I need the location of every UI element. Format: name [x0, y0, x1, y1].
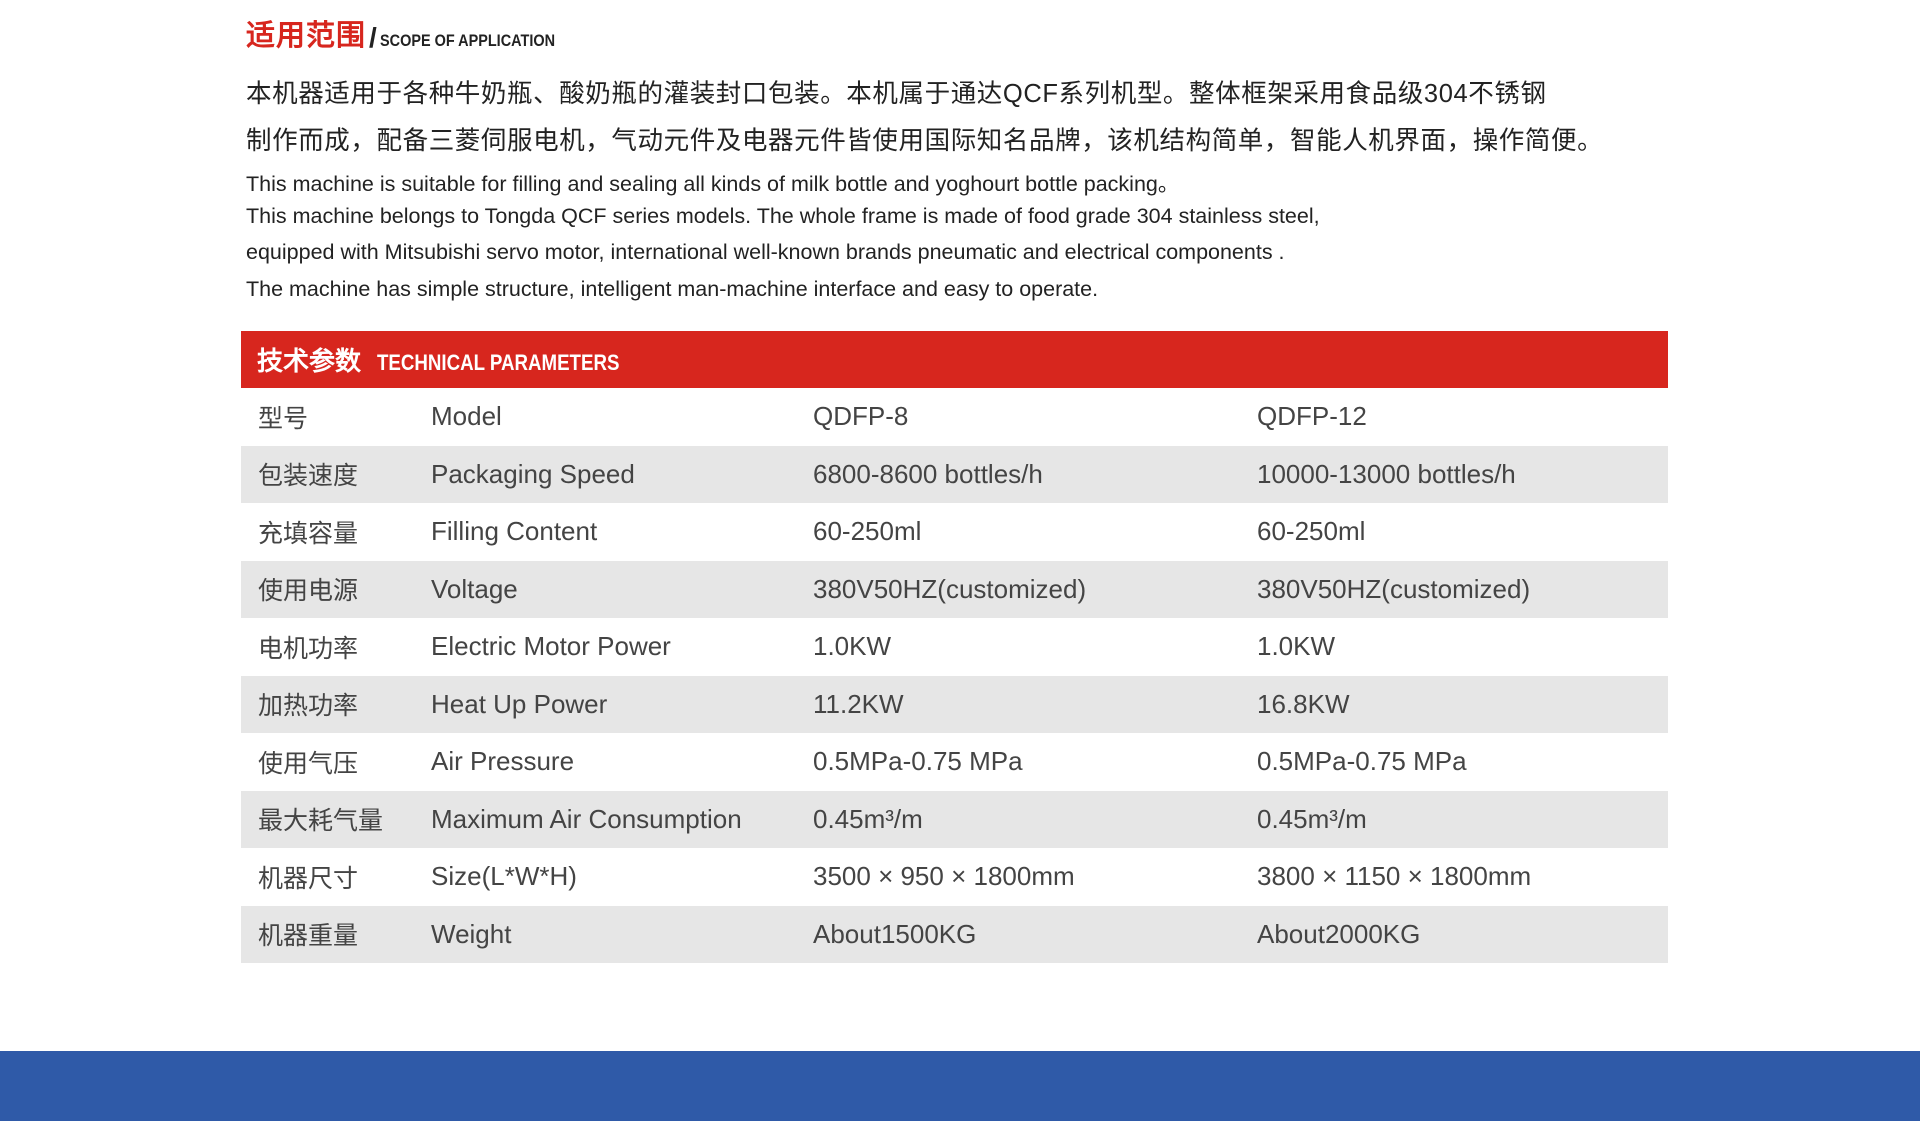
param-name-cn: 机器重量: [258, 922, 359, 951]
param-name-en: Packaging Speed: [431, 458, 635, 489]
value-qdfp12: QDFP-12: [1257, 401, 1367, 432]
value-qdfp8: 11.2KW: [813, 688, 904, 719]
value-qdfp12: 0.5MPa-0.75 MPa: [1257, 746, 1467, 777]
param-name-en: Filling Content: [431, 516, 598, 547]
params-header: 技术参数 TECHNICAL PARAMETERS: [241, 331, 1668, 388]
value-qdfp12: 0.45m³/m: [1257, 803, 1367, 834]
params-table: 型号 Model QDFP-8 QDFP-12 包装速度 Packaging Speed 6…: [241, 388, 1668, 963]
scope-title-cn: 适用范围: [246, 20, 367, 52]
param-name-en: Weight: [431, 918, 512, 949]
param-name-cn: 加热功率: [258, 692, 359, 721]
table-row: 包装速度 Packaging Speed 6800-8600 bottles/h 10…: [241, 445, 1668, 503]
value-qdfp12: About2000KG: [1257, 918, 1421, 949]
param-name-cn: 包装速度: [258, 462, 359, 491]
value-qdfp12: 1.0KW: [1257, 631, 1336, 662]
scope-en-line: The machine has simple structure, intell…: [246, 277, 1099, 301]
params-title-en: TECHNICAL PARAMETERS: [377, 349, 620, 375]
value-qdfp8: 380V50HZ(customized): [813, 573, 1087, 604]
value-qdfp8: 3500 × 950 × 1800mm: [813, 861, 1075, 892]
param-name-en: Size(L*W*H): [431, 861, 577, 892]
scope-cn-line: 本机器适用于各种牛奶瓶、酸奶瓶的灌装封口包装。本机属于通达QCF系列机型。整体框…: [246, 80, 1547, 108]
param-name-en: Heat Up Power: [431, 688, 608, 719]
value-qdfp12: 60-250ml: [1257, 516, 1366, 547]
value-qdfp8: 60-250ml: [813, 516, 922, 547]
title-separator: /: [369, 22, 377, 53]
param-name-en: Voltage: [431, 573, 518, 604]
param-name-cn: 使用气压: [258, 749, 359, 778]
table-row: 使用电源 Voltage 380V50HZ(customized) 380V50HZ(…: [241, 560, 1668, 618]
footer-band: [0, 1051, 1920, 1121]
param-name-cn: 电机功率: [258, 634, 359, 663]
param-name-en: Maximum Air Consumption: [431, 803, 742, 834]
scope-title: 适用范围 / SCOPE OF APPLICATION: [246, 12, 586, 54]
param-name-cn: 最大耗气量: [258, 807, 384, 836]
scope-en-line: This machine is suitable for filling and…: [246, 172, 1180, 196]
value-qdfp12: 10000-13000 bottles/h: [1257, 458, 1516, 489]
table-row: 电机功率 Electric Motor Power 1.0KW 1.0KW: [241, 618, 1668, 676]
table-row: 使用气压 Air Pressure 0.5MPa-0.75 MPa 0.5MPa-0.…: [241, 733, 1668, 791]
value-qdfp8: 0.5MPa-0.75 MPa: [813, 746, 1023, 777]
scope-en-line: equipped with Mitsubishi servo motor, in…: [246, 240, 1285, 264]
table-row: 机器尺寸 Size(L*W*H) 3500 × 950 × 1800mm 3800 ×…: [241, 848, 1668, 906]
params-title-cn: 技术参数: [257, 346, 362, 376]
value-qdfp8: QDFP-8: [813, 401, 909, 432]
value-qdfp8: About1500KG: [813, 918, 977, 949]
scope-cn-line: 制作而成，配备三菱伺服电机，气动元件及电器元件皆使用国际知名品牌，该机结构简单，…: [246, 127, 1604, 155]
value-qdfp12: 16.8KW: [1257, 688, 1350, 719]
param-name-cn: 机器尺寸: [258, 864, 359, 893]
param-name-cn: 型号: [258, 404, 309, 433]
value-qdfp8: 0.45m³/m: [813, 803, 923, 834]
param-name-cn: 使用电源: [258, 577, 359, 606]
value-qdfp12: 380V50HZ(customized): [1257, 573, 1531, 604]
scope-en-line: This machine belongs to Tongda QCF serie…: [246, 204, 1320, 228]
table-row: 机器重量 Weight About1500KG About2000KG: [241, 905, 1668, 963]
value-qdfp8: 1.0KW: [813, 631, 892, 662]
table-row: 加热功率 Heat Up Power 11.2KW 16.8KW: [241, 675, 1668, 733]
value-qdfp12: 3800 × 1150 × 1800mm: [1257, 861, 1532, 892]
table-row: 充填容量 Filling Content 60-250ml 60-250ml: [241, 503, 1668, 561]
scope-title-en: SCOPE OF APPLICATION: [379, 31, 555, 50]
table-row: 最大耗气量 Maximum Air Consumption 0.45m³/m 0.45…: [241, 790, 1668, 848]
table-row: 型号 Model QDFP-8 QDFP-12: [241, 388, 1668, 446]
value-qdfp8: 6800-8600 bottles/h: [813, 458, 1043, 489]
param-name-en: Model: [431, 401, 502, 432]
param-name-en: Air Pressure: [431, 746, 575, 777]
param-name-cn: 充填容量: [258, 519, 359, 548]
param-name-en: Electric Motor Power: [431, 631, 671, 662]
